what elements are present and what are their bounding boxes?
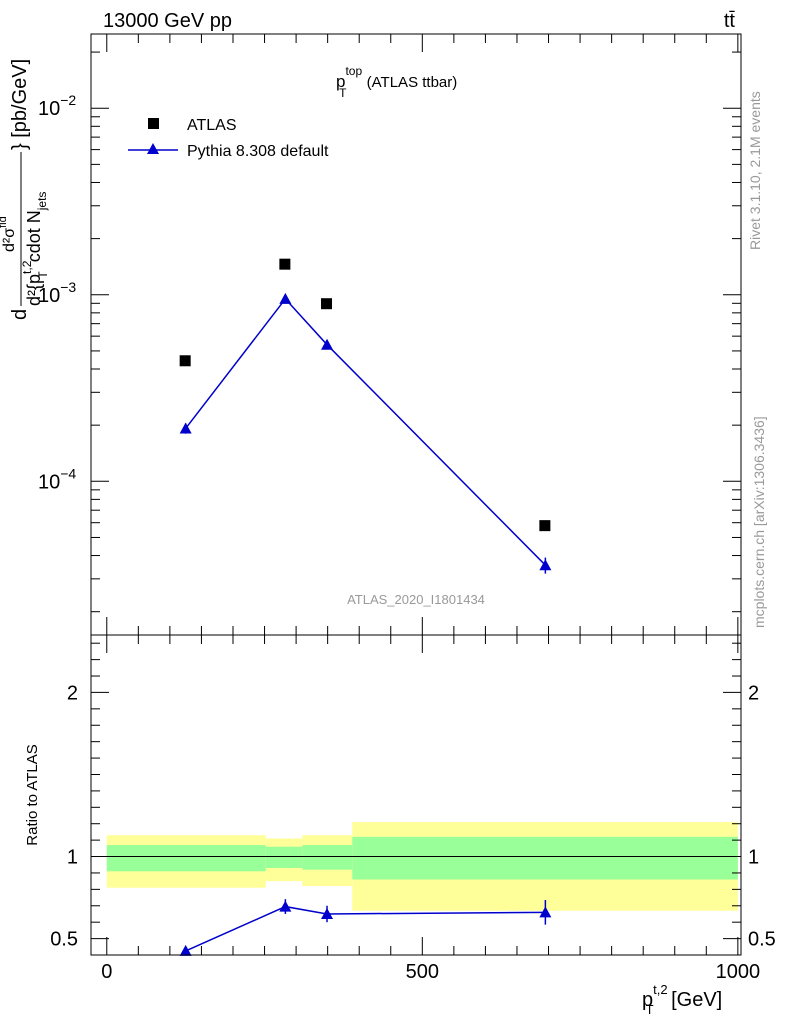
mc-point-2	[321, 338, 334, 350]
ratio-point-1	[279, 900, 292, 912]
ratio-band-inner-0	[106, 845, 266, 872]
mc-point-3	[539, 559, 552, 571]
ratio-y-tick-label-left-1: 1	[67, 847, 78, 869]
x-axis-label: pt,2 T [GeV]	[642, 982, 722, 1017]
x-tick-label-2: 1000	[716, 961, 761, 983]
ratio-plot-marks	[91, 822, 741, 956]
main-y-tick-label-1: 10−3	[38, 279, 76, 307]
legend-marker-atlas	[148, 118, 159, 129]
legend: ATLAS Pythia 8.308 default	[128, 117, 329, 160]
ratio-y-tick-label-left-2: 2	[67, 682, 78, 704]
mcplots-label: mcplots.cern.ch [arXiv:1306.3436]	[751, 416, 767, 628]
ylabel-numerator: d²σfid	[0, 216, 18, 252]
main-y-tick-label-0: 10−2	[38, 92, 76, 120]
x-tick-label-1: 500	[406, 961, 439, 983]
atlas-point-3	[539, 520, 551, 532]
mc-series-line	[185, 297, 546, 566]
ylabel-prefix: d	[9, 309, 31, 320]
title-sub: T	[339, 86, 347, 100]
ratio-point-3	[539, 906, 552, 918]
main-plot-marks	[179, 258, 552, 574]
ratio-y-tick-label-left-0: 0.5	[50, 929, 78, 951]
x-tick-label-0: 0	[101, 961, 112, 983]
ylabel-denominator: d²{pt,2T cdot Njets	[20, 192, 50, 306]
rivet-version-label: Rivet 3.1.10, 2.1M events	[747, 91, 763, 250]
main-y-tick-label-2: 10−4	[38, 465, 76, 493]
axes: 0 500 1000 10−2 10−3 10−4 0.5 0.5 1 1 2 2	[38, 33, 776, 983]
main-plot-title: ptop T (ATLAS ttbar)	[336, 64, 457, 100]
header-collision-label: 13000 GeV pp	[103, 10, 232, 32]
ratio-band-inner-3	[352, 836, 738, 880]
ratio-series-line	[185, 905, 546, 952]
title-main: p	[336, 72, 345, 91]
ratio-y-tick-label-right-0: 0.5	[748, 929, 776, 951]
analysis-watermark: ATLAS_2020_I1801434	[347, 592, 485, 607]
legend-label-atlas: ATLAS	[187, 117, 237, 134]
legend-label-pythia: Pythia 8.308 default	[187, 143, 329, 160]
legend-marker-pythia	[147, 143, 159, 154]
title-sup: top	[345, 64, 362, 78]
title-rest: (ATLAS ttbar)	[363, 74, 458, 91]
header-process-label: tt̄	[724, 10, 736, 32]
atlas-point-2	[321, 298, 333, 310]
ylabel-suffix: } [pb/GeV]	[9, 59, 31, 150]
mc-point-0	[179, 422, 192, 434]
ratio-plot-frame	[90, 634, 742, 956]
ratio-band-inner-1	[265, 846, 303, 869]
ratio-y-tick-label-right-1: 1	[748, 847, 759, 869]
mc-point-1	[279, 292, 292, 304]
ratio-point-2	[321, 907, 334, 919]
main-y-axis-label: d d²σfid d²{pt,2T cdot Njets } [pb/GeV]	[0, 59, 50, 320]
ratio-y-axis-label: Ratio to ATLAS	[24, 744, 41, 845]
atlas-point-1	[279, 258, 291, 270]
atlas-point-0	[179, 355, 191, 367]
ratio-y-tick-label-right-2: 2	[748, 682, 759, 704]
ratio-point-0	[179, 944, 192, 956]
ratio-band-inner-2	[302, 845, 353, 870]
